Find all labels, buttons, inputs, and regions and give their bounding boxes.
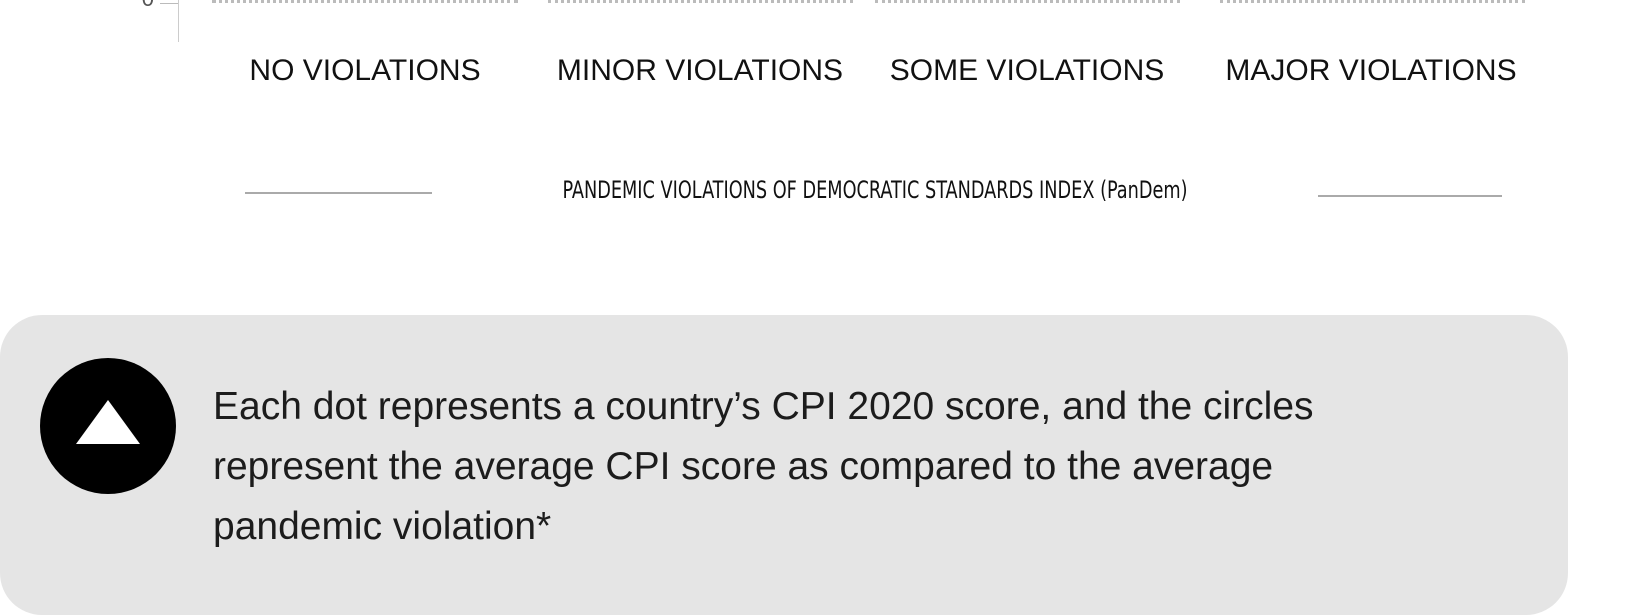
info-box: [0, 315, 1568, 615]
category-label: NO VIOLATIONS: [249, 54, 481, 87]
arrow-up-icon: [76, 400, 140, 444]
gridline: [875, 0, 1180, 3]
axis-title: PANDEMIC VIOLATIONS OF DEMOCRATIC STANDA…: [562, 176, 1188, 204]
tick-mark: [160, 3, 178, 4]
title-rule: [1318, 195, 1502, 197]
gridline: [1220, 0, 1525, 3]
toggle-button[interactable]: [40, 358, 176, 494]
y-axis: [178, 0, 179, 42]
gridline: [212, 0, 518, 3]
category-label: SOME VIOLATIONS: [889, 54, 1165, 87]
note-text: Each dot represents a country’s CPI 2020…: [213, 385, 1314, 548]
category-label: MAJOR VIOLATIONS: [1225, 54, 1517, 87]
y-tick-label: 0: [128, 0, 154, 12]
category-label: MINOR VIOLATIONS: [556, 54, 844, 87]
title-rule: [245, 192, 432, 194]
gridline: [548, 0, 853, 3]
page: {"axis": {"tick": 0}, "categories": ["NO…: [0, 0, 1568, 615]
